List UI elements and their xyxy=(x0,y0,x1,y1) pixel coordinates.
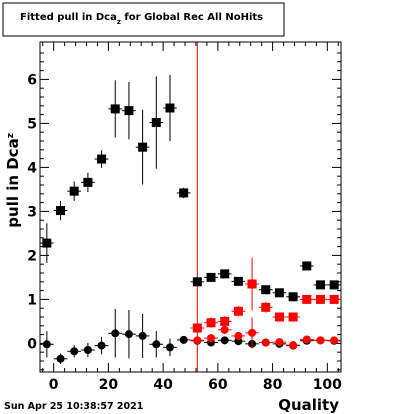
series-3 xyxy=(190,257,341,333)
x-tick-label: 0 xyxy=(49,377,59,393)
data-point-circle xyxy=(124,330,133,339)
data-point-circle xyxy=(261,338,270,347)
y-tick-label: 1 xyxy=(27,292,37,308)
y-tick-label: 3 xyxy=(27,204,37,220)
data-point-circle xyxy=(97,341,106,350)
data-point-square xyxy=(165,103,175,113)
data-point-circle xyxy=(70,347,79,356)
data-point-square xyxy=(124,106,134,116)
data-point-circle xyxy=(207,334,216,343)
data-point-square xyxy=(179,188,189,198)
data-point-circle xyxy=(248,328,257,337)
data-point-circle xyxy=(234,331,243,340)
data-point-square xyxy=(315,280,325,290)
title-box: Fitted pull in Dcaz for Global Rec All N… xyxy=(2,2,285,37)
series-4 xyxy=(190,317,341,350)
data-marks xyxy=(40,75,341,365)
y-axis-title: pull in Dcaz xyxy=(4,133,22,228)
data-point-square xyxy=(206,272,216,282)
data-point-square xyxy=(274,288,284,298)
x-tick-label: 20 xyxy=(99,377,119,393)
y-tick-label: 2 xyxy=(27,248,37,264)
data-point-square xyxy=(138,142,148,152)
data-point-circle xyxy=(220,336,229,345)
data-point-square xyxy=(233,276,243,286)
x-axis-title: Quality xyxy=(278,396,339,414)
data-point-circle xyxy=(220,325,229,334)
data-point-circle xyxy=(179,335,188,344)
series-1 xyxy=(40,75,341,302)
data-point-square xyxy=(274,312,284,322)
axes-group: 0 20 40 60 80 100 0 1 2 3 4 5 6 xyxy=(27,42,342,393)
data-point-circle xyxy=(42,340,51,349)
data-point-square xyxy=(261,302,271,312)
x-tick-label: 80 xyxy=(263,377,283,393)
data-point-circle xyxy=(193,336,202,345)
x-tick-label: 40 xyxy=(153,377,173,393)
data-point-circle xyxy=(275,338,284,347)
data-point-circle xyxy=(330,336,339,345)
data-point-square xyxy=(192,323,202,333)
data-point-square xyxy=(329,294,339,304)
data-point-circle xyxy=(138,331,147,340)
data-point-square xyxy=(233,306,243,316)
data-point-circle xyxy=(152,340,161,349)
data-point-square xyxy=(261,285,271,295)
y-tick-label: 4 xyxy=(27,160,37,176)
data-point-square xyxy=(69,186,79,196)
title-box-frame xyxy=(2,2,285,37)
data-point-circle xyxy=(165,343,174,352)
data-point-square xyxy=(288,312,298,322)
data-point-square xyxy=(302,261,312,271)
data-point-square xyxy=(192,277,202,287)
data-point-square xyxy=(220,316,230,326)
data-point-square xyxy=(302,294,312,304)
data-point-circle xyxy=(316,336,325,345)
x-tick-label: 60 xyxy=(208,377,228,393)
data-point-square xyxy=(56,206,66,216)
chart-title: Fitted pull in Dcaz for Global Rec All N… xyxy=(20,12,263,26)
data-point-circle xyxy=(111,329,120,338)
data-point-square xyxy=(247,279,257,289)
data-point-square xyxy=(220,269,230,279)
data-point-circle xyxy=(56,354,65,363)
timestamp: Sun Apr 25 10:38:57 2021 xyxy=(4,401,143,412)
y-tick-label: 6 xyxy=(27,72,37,88)
data-point-square xyxy=(110,104,120,114)
x-tick-label: 100 xyxy=(313,377,342,393)
y-tick-label: 5 xyxy=(27,116,37,132)
data-point-square xyxy=(83,177,93,187)
data-point-square xyxy=(97,154,107,164)
data-point-circle xyxy=(83,346,92,354)
data-point-circle xyxy=(302,335,311,344)
data-point-square xyxy=(315,294,325,304)
data-point-square xyxy=(329,280,339,290)
plot-frame xyxy=(39,41,342,373)
data-point-circle xyxy=(289,341,298,350)
y-tick-label: 0 xyxy=(27,336,37,352)
data-point-square xyxy=(151,118,161,128)
data-point-square xyxy=(206,318,216,328)
data-point-square xyxy=(42,238,52,248)
data-point-square xyxy=(288,292,298,302)
